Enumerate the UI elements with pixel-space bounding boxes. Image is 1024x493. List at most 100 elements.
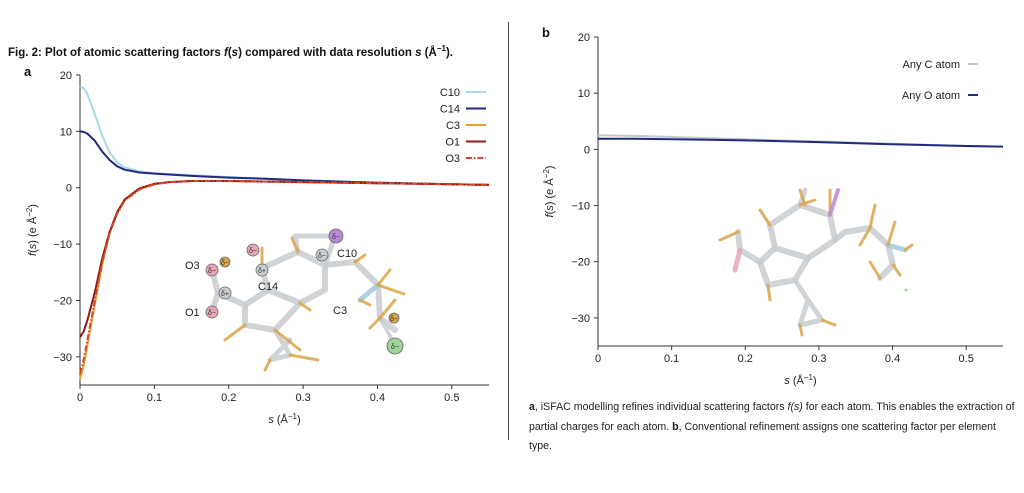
atom-label: C10 xyxy=(337,248,357,260)
atom-sphere xyxy=(388,312,400,324)
y-axis-title: f(s) (e Å−2) xyxy=(542,166,557,218)
bond-stick xyxy=(267,327,293,363)
bond-stick xyxy=(868,203,877,230)
y-tick-label: −20 xyxy=(571,257,590,269)
y-tick-label: 0 xyxy=(66,183,72,195)
legend-label: O1 xyxy=(445,137,460,149)
molecule-diagram-a: δ− δ− δ− δ+ δ− δ+ δ− δ− δ− δ− O3 O1 C14 C10 C3 xyxy=(185,228,406,372)
atom-label: O1 xyxy=(185,307,200,319)
y-axis-title: f(s) (e Å−2) xyxy=(25,204,40,256)
bond-stick xyxy=(792,277,825,328)
atom-label: C3 xyxy=(333,305,347,317)
series-line-any-o-atom xyxy=(598,137,1004,148)
charge-symbol: δ− xyxy=(249,248,257,255)
bond-stick xyxy=(886,220,897,247)
bond-stick xyxy=(735,229,763,265)
x-tick-label: 0 xyxy=(595,353,601,365)
y-tick-label: −10 xyxy=(571,201,590,213)
atom-dot xyxy=(904,288,908,292)
charge-symbol: δ− xyxy=(208,310,216,317)
atom-sphere xyxy=(218,286,232,300)
charge-symbol: δ− xyxy=(221,260,229,267)
atom-sphere xyxy=(246,243,260,257)
y-tick-label: 20 xyxy=(60,70,72,82)
panel-label-a: a xyxy=(24,64,32,79)
bond-stick xyxy=(223,323,247,342)
charge-symbol: δ+ xyxy=(258,268,266,275)
atom-sphere xyxy=(386,337,404,355)
chart-panel-a: a 20 10 0 −10 −20 −30 0 0.1 0.2 0.3 0.4 0.5 s (Å−1) f(… xyxy=(24,64,490,426)
atom-sphere xyxy=(255,263,269,277)
bond-stick xyxy=(368,316,382,330)
x-tick-label: 0 xyxy=(77,392,83,404)
atom-sphere xyxy=(328,228,344,244)
x-tick-label: 0.4 xyxy=(885,353,900,365)
bond-stick xyxy=(273,328,302,352)
bond-stick xyxy=(378,298,397,320)
charge-symbol: δ− xyxy=(332,234,340,241)
bond-stick xyxy=(259,249,328,306)
y-tick-label: 20 xyxy=(578,32,590,44)
bond-stick xyxy=(298,301,312,312)
series-line-o3 xyxy=(79,180,490,374)
y-tick-label: 10 xyxy=(578,88,590,100)
panel-divider xyxy=(508,22,509,440)
bond-stick xyxy=(718,230,740,242)
legend-label: Any C atom xyxy=(903,59,960,71)
atom-sphere xyxy=(205,305,219,319)
x-tick-label: 0.1 xyxy=(664,353,679,365)
x-tick-label: 0.2 xyxy=(738,353,753,365)
bond-stick xyxy=(832,225,896,281)
atom-sphere xyxy=(219,256,231,268)
charge-symbol: δ+ xyxy=(221,291,229,298)
legend-label: C10 xyxy=(440,87,460,99)
molecule-diagram-b xyxy=(718,187,914,337)
bond-stick xyxy=(358,298,372,307)
bond-stick xyxy=(885,242,908,253)
x-tick-label: 0.3 xyxy=(295,392,310,404)
bond-stick xyxy=(376,268,392,287)
figure-title: Fig. 2: Plot of atomic scattering factor… xyxy=(8,44,453,59)
atom-label: C14 xyxy=(258,281,278,293)
figure-caption: a, iSFAC modelling refines individual sc… xyxy=(529,401,1015,452)
atom-sphere xyxy=(315,248,329,262)
bond-stick xyxy=(891,263,902,277)
x-tick-label: 0.4 xyxy=(370,392,385,404)
panel-label-b: b xyxy=(542,25,550,40)
bond-stick xyxy=(758,208,772,227)
bond-stick xyxy=(292,233,338,268)
bond-stick xyxy=(322,259,398,333)
bond-stick xyxy=(766,283,772,302)
x-tick-label: 0.5 xyxy=(959,353,974,365)
bond-stick xyxy=(732,247,743,273)
y-tick-label: 0 xyxy=(584,144,590,156)
bond-stick xyxy=(868,260,882,280)
y-tick-label: −10 xyxy=(53,239,72,251)
x-axis-title: s (Å−1) xyxy=(784,373,816,388)
bond-stick xyxy=(353,253,367,264)
bond-stick xyxy=(858,226,872,247)
bond-stick xyxy=(242,287,303,333)
atom-label: O3 xyxy=(185,260,200,272)
legend-label: Any O atom xyxy=(902,90,960,102)
chart-panel-b: b 20 10 0 −10 −20 −30 0 0.1 0.2 0.3 0.4 0.5 s (Å−1) f(… xyxy=(542,25,1004,387)
bond-stick xyxy=(820,318,837,327)
bond-stick xyxy=(376,283,406,296)
y-tick-label: −30 xyxy=(571,313,590,325)
bond-stick xyxy=(357,282,381,303)
y-tick-label: 10 xyxy=(60,126,72,138)
y-tick-label: −20 xyxy=(53,295,72,307)
x-tick-label: 0.3 xyxy=(811,353,826,365)
atom-sphere xyxy=(205,263,219,277)
legend-label: O3 xyxy=(445,153,460,165)
bond-stick xyxy=(798,323,804,337)
bond-stick xyxy=(903,243,914,252)
bond-stick xyxy=(767,202,838,261)
series-line-c10 xyxy=(79,85,490,186)
legend-label: C14 xyxy=(440,104,460,116)
x-tick-label: 0.5 xyxy=(444,392,459,404)
charge-symbol: δ− xyxy=(208,268,216,275)
bond-stick xyxy=(263,358,272,372)
charge-symbol: δ− xyxy=(390,316,398,323)
